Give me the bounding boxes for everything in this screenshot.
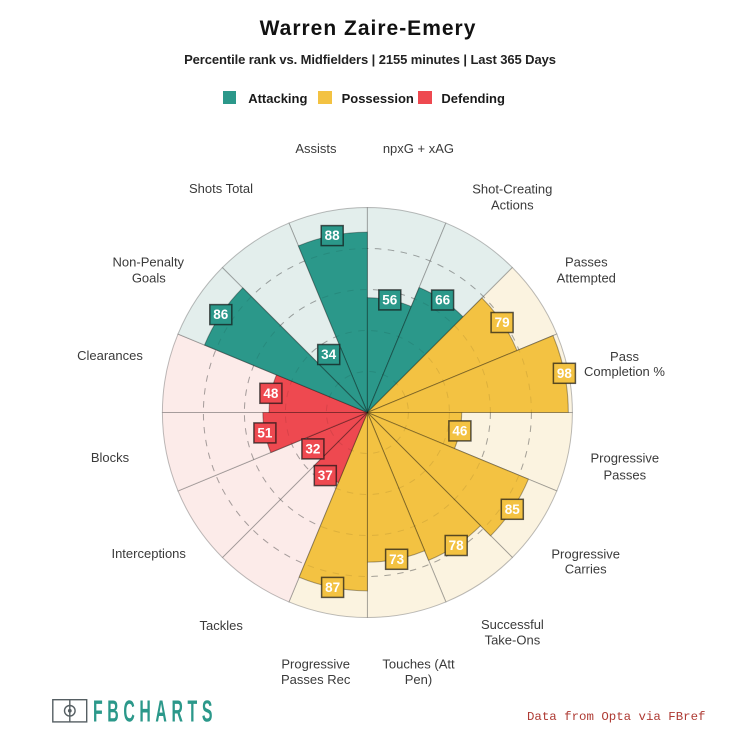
svg-text:Non-Penalty: Non-Penalty xyxy=(113,254,185,269)
svg-text:Passes: Passes xyxy=(565,254,608,269)
svg-text:Successful: Successful xyxy=(481,617,544,632)
svg-text:Shot-Creating: Shot-Creating xyxy=(472,182,552,197)
svg-text:Touches (Att: Touches (Att xyxy=(382,656,455,671)
svg-text:FBCHARTS: FBCHARTS xyxy=(93,694,217,729)
svg-text:56: 56 xyxy=(382,293,398,308)
svg-text:npxG + xAG: npxG + xAG xyxy=(383,141,454,156)
svg-text:66: 66 xyxy=(435,293,451,308)
svg-text:Tackles: Tackles xyxy=(200,618,244,633)
svg-text:51: 51 xyxy=(257,426,273,441)
svg-text:46: 46 xyxy=(452,424,468,439)
svg-text:78: 78 xyxy=(449,538,465,553)
svg-text:87: 87 xyxy=(325,580,340,595)
svg-text:Clearances: Clearances xyxy=(77,348,143,363)
svg-text:Take-Ons: Take-Ons xyxy=(485,632,541,647)
svg-text:Completion %: Completion % xyxy=(584,364,665,379)
svg-text:Passes Rec: Passes Rec xyxy=(281,672,351,687)
svg-text:Progressive: Progressive xyxy=(590,450,659,465)
svg-text:Progressive: Progressive xyxy=(281,656,350,671)
svg-text:Carries: Carries xyxy=(565,561,607,576)
svg-text:85: 85 xyxy=(505,502,521,517)
svg-text:Attempted: Attempted xyxy=(557,270,616,285)
svg-text:32: 32 xyxy=(305,442,320,457)
svg-text:Interceptions: Interceptions xyxy=(111,546,186,561)
svg-text:Assists: Assists xyxy=(295,141,337,156)
svg-text:Pass: Pass xyxy=(610,349,639,364)
svg-text:88: 88 xyxy=(325,228,341,243)
svg-text:79: 79 xyxy=(495,315,510,330)
svg-text:Blocks: Blocks xyxy=(91,450,130,465)
svg-text:34: 34 xyxy=(321,347,337,362)
svg-text:86: 86 xyxy=(213,307,229,322)
svg-text:Passes: Passes xyxy=(603,467,646,482)
svg-text:98: 98 xyxy=(557,366,573,381)
svg-text:Goals: Goals xyxy=(132,270,166,285)
svg-text:48: 48 xyxy=(263,386,279,401)
svg-text:Shots Total: Shots Total xyxy=(189,181,253,196)
svg-text:37: 37 xyxy=(318,468,333,483)
svg-text:Actions: Actions xyxy=(491,197,534,212)
svg-text:Progressive: Progressive xyxy=(551,546,620,561)
svg-text:Pen): Pen) xyxy=(405,672,432,687)
svg-text:73: 73 xyxy=(389,552,405,567)
